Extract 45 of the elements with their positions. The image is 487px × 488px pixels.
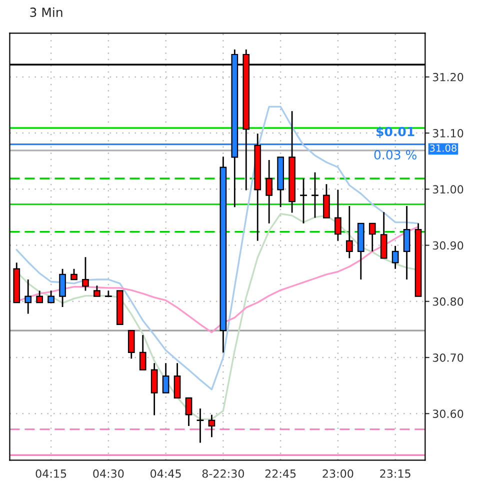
y-tick-label: 31.20 <box>432 72 464 82</box>
candlestick <box>59 268 66 308</box>
candlestick <box>70 268 78 280</box>
chart-title: 3 Min <box>30 7 62 17</box>
candlestick <box>128 330 135 360</box>
candlestick <box>185 397 192 427</box>
candlestick <box>334 189 342 242</box>
candlestick <box>196 408 204 444</box>
ref-line-label: 31.08 <box>430 144 456 152</box>
candlestick <box>346 205 353 259</box>
y-tick-label: 31.00 <box>432 185 464 194</box>
candlestick <box>94 284 100 298</box>
candlestick <box>299 178 308 224</box>
y-tick-label: 30.80 <box>432 297 464 306</box>
candlestick <box>150 362 158 416</box>
candlestick <box>323 183 330 218</box>
candlestick <box>392 245 399 270</box>
y-tick-label: 30.60 <box>432 410 464 418</box>
candlestick <box>403 205 410 280</box>
candlestick <box>104 290 113 298</box>
y-tick-label: 31.10 <box>432 129 464 138</box>
candlestick <box>139 334 146 371</box>
candlestick <box>48 290 54 304</box>
x-tick-label: 22:45 <box>265 469 296 478</box>
candlestick <box>174 362 181 399</box>
candlestick <box>162 362 170 394</box>
candlestick <box>380 211 388 259</box>
candlestick <box>310 172 320 218</box>
y-tick-label: 30.70 <box>432 353 464 362</box>
candlestick <box>208 414 216 438</box>
y-tick-label: 30.90 <box>432 241 464 250</box>
annotation: $0.01 <box>376 126 414 138</box>
candlestick <box>82 256 89 292</box>
x-tick-label: 04:30 <box>93 469 124 478</box>
x-tick-label: 23:00 <box>322 469 354 478</box>
x-tick-label: 04:15 <box>36 469 66 478</box>
candlestick <box>24 278 32 314</box>
x-tick-label: 04:45 <box>150 469 181 478</box>
annotation: 0.03 % <box>374 150 416 160</box>
candlestick <box>266 159 273 224</box>
candlestick <box>368 222 376 252</box>
candlestick <box>36 290 43 304</box>
x-tick-label: 23:15 <box>380 469 410 478</box>
line-series <box>16 106 420 390</box>
x-tick-label: 8-22:30 <box>202 469 244 478</box>
